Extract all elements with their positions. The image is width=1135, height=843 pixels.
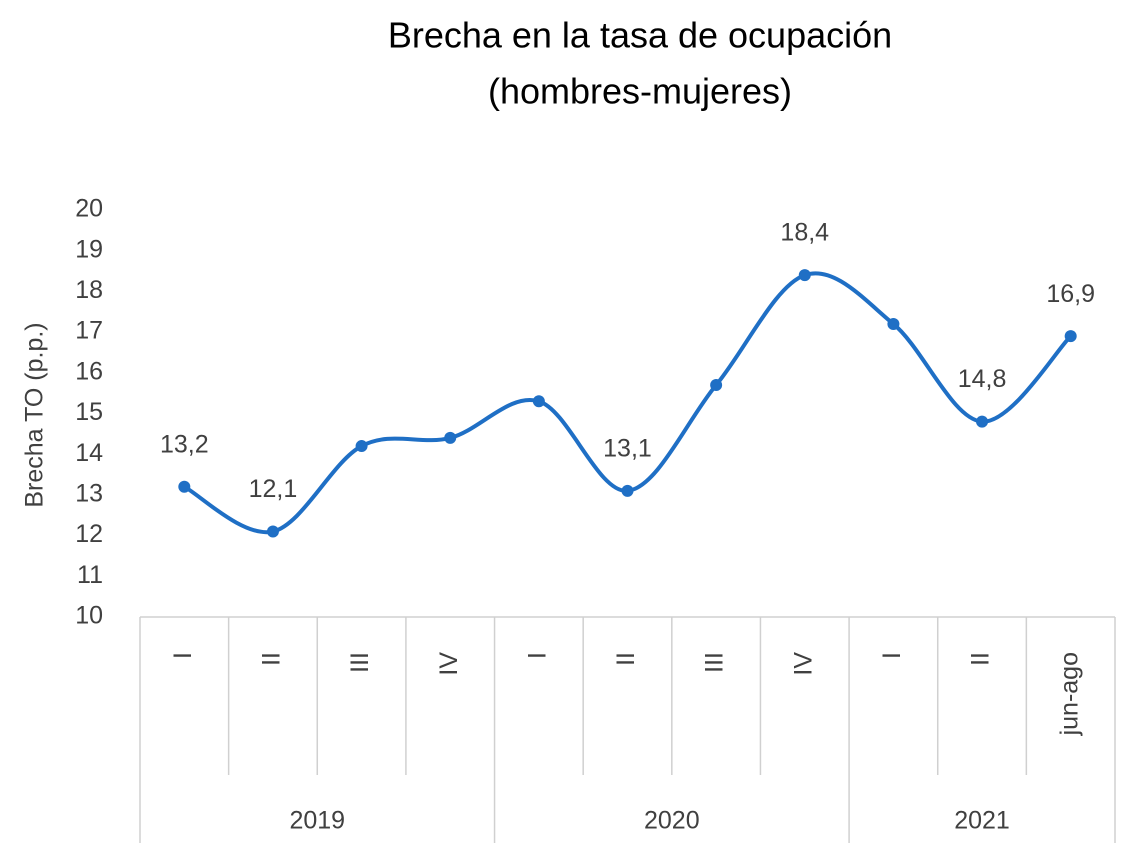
data-point [178,480,191,493]
data-point [798,269,811,282]
data-label: 14,8 [958,365,1007,393]
data-point [887,317,900,330]
data-point [621,484,634,497]
data-label: 16,9 [1046,280,1095,308]
data-point [444,431,457,444]
y-tick-label: 15 [75,398,103,426]
data-point [266,525,279,538]
y-tick-label: 12 [75,520,103,548]
y-tick-label: 19 [75,235,103,263]
data-label: 13,2 [160,430,209,458]
chart-title: Brecha en la tasa de ocupación [388,15,892,56]
y-tick-label: 11 [77,561,103,589]
y-tick-label: 16 [75,357,103,385]
x-tick-label: I [878,652,906,659]
x-tick-label: II [967,652,995,666]
y-tick-label: 18 [75,276,103,304]
x-tick-label: III [701,652,729,673]
x-tick-label: III [346,652,374,673]
data-point [532,395,545,408]
data-point [355,440,368,453]
y-axis-title: Brecha TO (p.p.) [21,322,49,507]
y-tick-label: 17 [75,317,103,345]
y-tick-label: 10 [75,602,103,630]
x-tick-label: IV [789,652,817,676]
chart-title: (hombres-mujeres) [488,71,792,112]
x-tick-label: I [169,652,197,659]
data-point [710,379,723,392]
x-tick-label: II [258,652,286,666]
data-label: 12,1 [249,475,298,503]
x-group-label: 2021 [954,807,1010,835]
x-group-label: 2020 [644,807,700,835]
x-tick-label: I [523,652,551,659]
x-tick-label: II [612,652,640,666]
data-label: 18,4 [780,219,829,247]
x-tick-label: IV [435,652,463,676]
y-tick-label: 14 [75,439,103,467]
series-line [183,271,1073,535]
data-point [1064,330,1077,343]
x-tick-label: jun-ago [1055,652,1083,736]
x-group-label: 2019 [289,807,345,835]
y-tick-label: 13 [75,480,103,508]
y-tick-label: 20 [75,195,103,223]
data-label: 13,1 [603,434,652,462]
data-point [976,415,989,428]
